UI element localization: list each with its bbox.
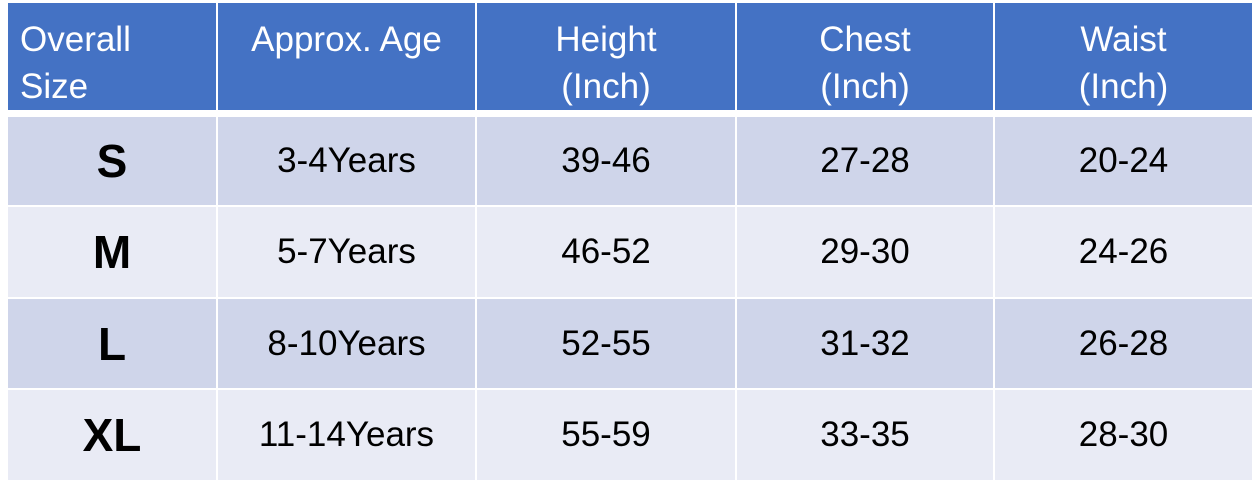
value-cell: 11-14Years — [218, 390, 475, 480]
header-text: (Inch) — [1078, 67, 1169, 106]
value-cell: 8-10Years — [218, 299, 475, 388]
header-cell: Height (Inch) — [477, 3, 735, 110]
value-cell: 52-55 — [477, 299, 735, 388]
header-text: (Inch) — [820, 67, 910, 106]
header-text: Height — [555, 20, 657, 59]
value-cell: 27-28 — [737, 117, 993, 205]
value-cell: 5-7Years — [218, 207, 475, 297]
value-cell: 31-32 — [737, 299, 993, 388]
value-cell: 29-30 — [737, 207, 993, 297]
header-cell: Overall Size — [8, 3, 216, 110]
size-cell: XL — [8, 390, 216, 480]
header-text: Chest — [819, 20, 911, 59]
header-text: Approx. Age — [251, 20, 442, 59]
header-text: Size — [20, 67, 89, 106]
header-text: (Inch) — [561, 67, 651, 106]
value-cell: 46-52 — [477, 207, 735, 297]
header-cell: Waist (Inch) — [995, 3, 1252, 110]
value-cell: 20-24 — [995, 117, 1252, 205]
value-cell: 55-59 — [477, 390, 735, 480]
value-cell: 24-26 — [995, 207, 1252, 297]
value-cell: 26-28 — [995, 299, 1252, 388]
size-cell: S — [8, 117, 216, 205]
value-cell: 28-30 — [995, 390, 1252, 480]
header-cell: Approx. Age — [218, 3, 475, 110]
size-cell: L — [8, 299, 216, 388]
header-text: Overall — [20, 20, 131, 59]
value-cell: 33-35 — [737, 390, 993, 480]
value-cell: 39-46 — [477, 117, 735, 205]
size-cell: M — [8, 207, 216, 297]
value-cell: 3-4Years — [218, 117, 475, 205]
header-text: Waist — [1080, 20, 1167, 59]
header-cell: Chest (Inch) — [737, 3, 993, 110]
